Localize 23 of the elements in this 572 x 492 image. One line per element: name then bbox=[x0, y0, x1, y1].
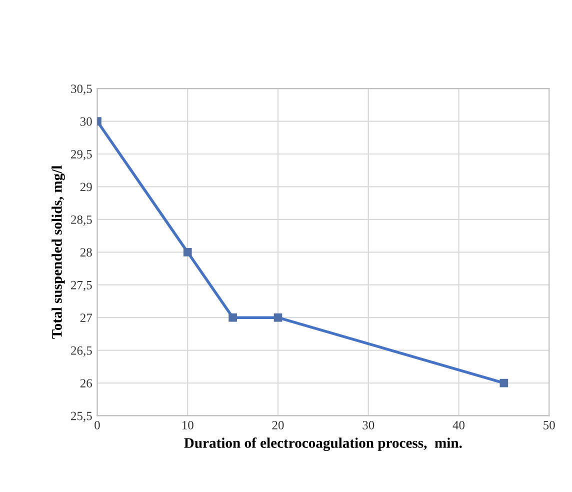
point bbox=[500, 378, 508, 388]
y-axis-title: Total suspended solids, mg/l bbox=[52, 166, 65, 339]
x-tick-label: 0 bbox=[94, 420, 100, 430]
x-tick-label: 10 bbox=[182, 420, 194, 430]
y-tick-label: 29 bbox=[80, 182, 92, 192]
y-tick-label: 30,5 bbox=[71, 84, 92, 95]
x-axis-title: Duration of electrocoagulation process, min. bbox=[184, 437, 462, 451]
y-tick-label: 27,5 bbox=[71, 280, 92, 292]
y-tick-label: 28 bbox=[80, 248, 92, 257]
y-tick-label: 29,5 bbox=[71, 150, 92, 160]
x-tick-label: 40 bbox=[452, 420, 465, 430]
y-tick-label: 30 bbox=[80, 117, 92, 126]
y-tick-label: 25,5 bbox=[71, 412, 92, 422]
point bbox=[183, 248, 192, 256]
x-tick-label: 20 bbox=[272, 420, 284, 430]
y-tick-label: 27 bbox=[80, 314, 92, 322]
x-tick-label: 30 bbox=[362, 420, 374, 430]
y-tick-label: 28,5 bbox=[71, 215, 92, 226]
y-tick-label: 26 bbox=[80, 379, 92, 388]
point bbox=[228, 313, 237, 322]
y-tick-label: 26,5 bbox=[71, 346, 92, 357]
x-tick-label: 50 bbox=[544, 420, 555, 430]
point bbox=[274, 313, 282, 322]
